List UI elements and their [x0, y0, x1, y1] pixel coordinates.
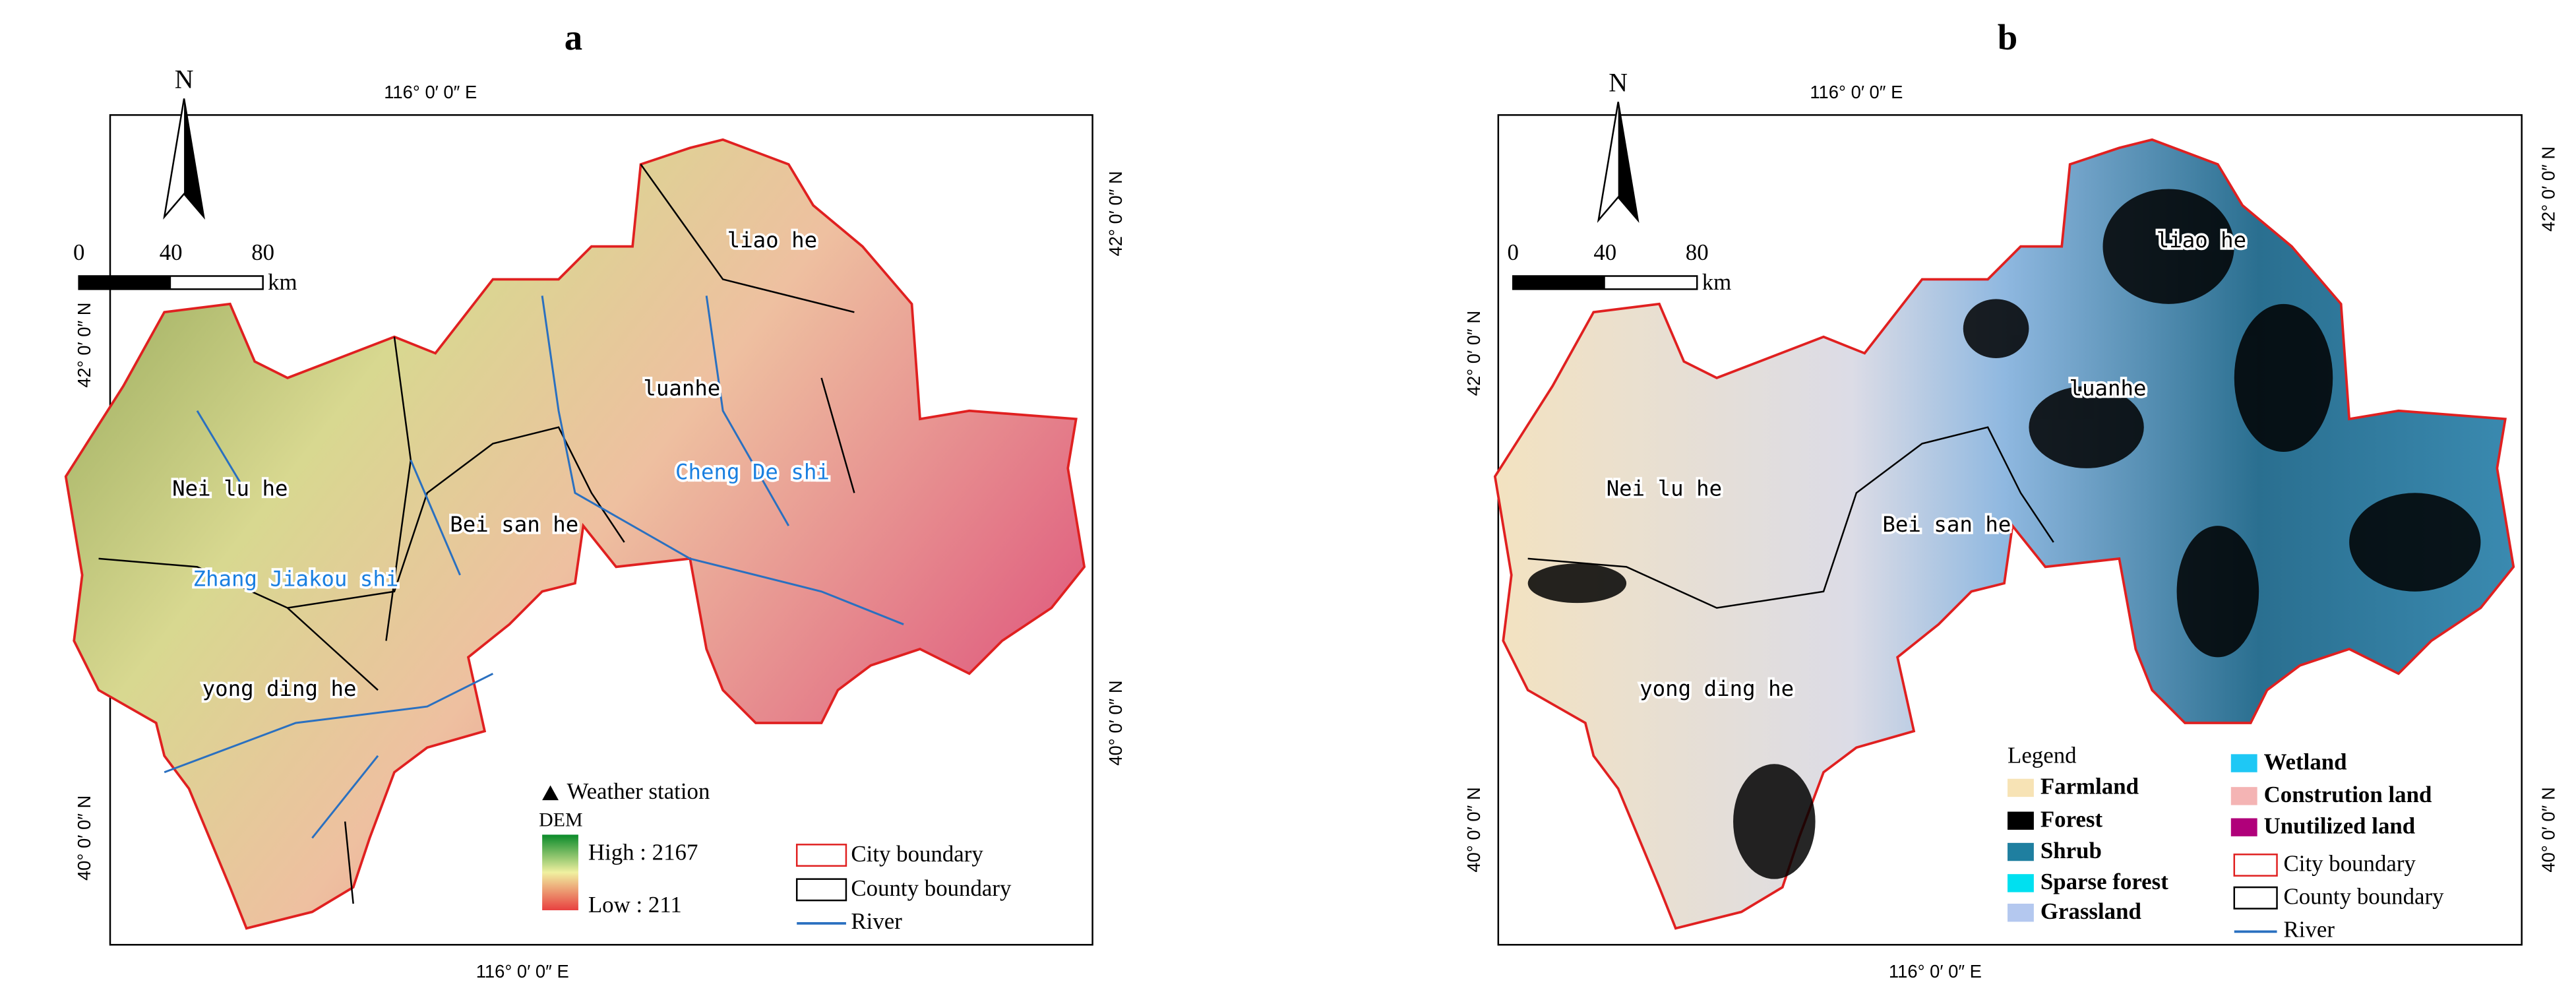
swatch: [2008, 778, 2034, 797]
legend-title: Legend: [2008, 742, 2077, 768]
scale-bar: 0 40 80 km: [73, 239, 297, 295]
scale-unit: km: [268, 269, 297, 295]
county-boundaries: [1527, 426, 2054, 609]
legend-text: Farmland: [2040, 774, 2139, 799]
place: liao he: [2157, 228, 2246, 253]
legend-text: Forest: [2040, 806, 2103, 832]
swatch: [2008, 874, 2034, 892]
place: Zhang Jiakou shi: [193, 566, 399, 591]
scale-half: [1513, 276, 1605, 290]
city-swatch: [795, 844, 847, 867]
left-lat: 40° 0′ 0″ N: [1463, 787, 1484, 872]
rivers: [164, 296, 904, 839]
scale-half: [78, 276, 171, 290]
legend-text: River: [2284, 916, 2335, 942]
right-lat: 40° 0′ 0″ N: [1105, 680, 1126, 765]
ellipse-shape: [2176, 526, 2259, 658]
legend-text: Shrub: [2040, 838, 2102, 863]
dem-ramp: [542, 834, 578, 910]
county-swatch: [795, 878, 847, 902]
legend-text: DEM: [539, 809, 582, 830]
top-lon: 116° 0′ 0″ E: [1810, 82, 1903, 102]
scale-unit: km: [1702, 269, 1732, 295]
city-swatch: [2233, 854, 2278, 877]
scale-tick: 0: [73, 239, 84, 265]
swatch: [2230, 787, 2257, 805]
legend-text: County boundary: [851, 875, 1012, 901]
legend-text: City boundary: [851, 841, 983, 867]
place: luanhe: [2070, 375, 2147, 400]
legend-text: Wetland: [2264, 749, 2347, 774]
county-boundaries: [98, 164, 855, 904]
panel-label: b: [1998, 17, 2017, 57]
swatch: [2008, 904, 2034, 922]
north-arrow-fill: [1618, 102, 1638, 220]
place: Bei san he: [1882, 512, 2011, 537]
north-label: N: [1609, 68, 1628, 98]
left-lat: 42° 0′ 0″ N: [74, 302, 94, 387]
ellipse-shape: [2102, 189, 2234, 304]
legend-text: City boundary: [2284, 851, 2416, 877]
right-lat: 42° 0′ 0″ N: [1105, 171, 1126, 256]
place: Nei lu he: [1607, 476, 1722, 501]
legend-text: River: [851, 908, 902, 934]
panel-label: a: [565, 17, 582, 57]
left-lat: 42° 0′ 0″ N: [1463, 311, 1484, 396]
north-label: N: [175, 65, 194, 94]
place: luanhe: [643, 375, 720, 400]
scale-tick: 80: [251, 239, 274, 265]
swatch: [2008, 811, 2034, 830]
legend-text: Low : 211: [588, 892, 682, 918]
right-lat: 40° 0′ 0″ N: [2538, 787, 2558, 872]
right-lat: 42° 0′ 0″ N: [2538, 146, 2558, 232]
legend-text: High : 2167: [588, 839, 698, 865]
legend-text: Constrution land: [2264, 782, 2432, 807]
swatch: [2008, 842, 2034, 861]
scale-tick: 40: [1593, 239, 1616, 265]
top-lon: 116° 0′ 0″ E: [384, 82, 477, 102]
legend-text: County boundary: [2284, 884, 2445, 910]
place: liao he: [727, 228, 817, 253]
left-lat: 40° 0′ 0″ N: [74, 795, 94, 881]
ellipse-shape: [1527, 563, 1627, 604]
ellipse-shape: [2349, 493, 2481, 592]
ellipse-shape: [1963, 299, 2029, 359]
map-frame: [1497, 114, 2523, 946]
scale-tick: 80: [1686, 239, 1709, 265]
legend-text: Grassland: [2040, 898, 2141, 924]
scale-tick: 40: [160, 239, 183, 265]
place: yong ding he: [1640, 676, 1794, 701]
station-symbol: [542, 785, 559, 801]
legend-text: Weather station: [567, 778, 710, 804]
place: Nei lu he: [172, 476, 288, 501]
scale-tick: 0: [1508, 239, 1519, 265]
swatch: [2230, 754, 2257, 772]
place: Bei san he: [450, 512, 578, 537]
swatch: [2230, 818, 2257, 836]
legend-text: Sparse forest: [2040, 869, 2168, 894]
bottom-lon: 116° 0′ 0″ E: [1889, 961, 1982, 982]
panel-b: b 116° 0′ 0″ E 116° 0′ 0″ E 42° 0′ 0″ N …: [1463, 17, 2558, 982]
landuse-map: [1493, 138, 2515, 930]
forest-patches: [1527, 189, 2481, 879]
legend-text: Unutilized land: [2264, 813, 2416, 838]
place: yong ding he: [202, 676, 357, 701]
bottom-lon: 116° 0′ 0″ E: [476, 961, 569, 982]
ellipse-shape: [1733, 764, 1816, 879]
county-swatch: [2233, 886, 2278, 910]
ellipse-shape: [2029, 386, 2144, 468]
ellipse-shape: [2234, 303, 2333, 452]
panel-a: a 116° 0′ 0″ E 116° 0′ 0″ E 42° 0′ 0″ N …: [64, 17, 1126, 982]
place: Cheng De shi: [675, 459, 830, 484]
